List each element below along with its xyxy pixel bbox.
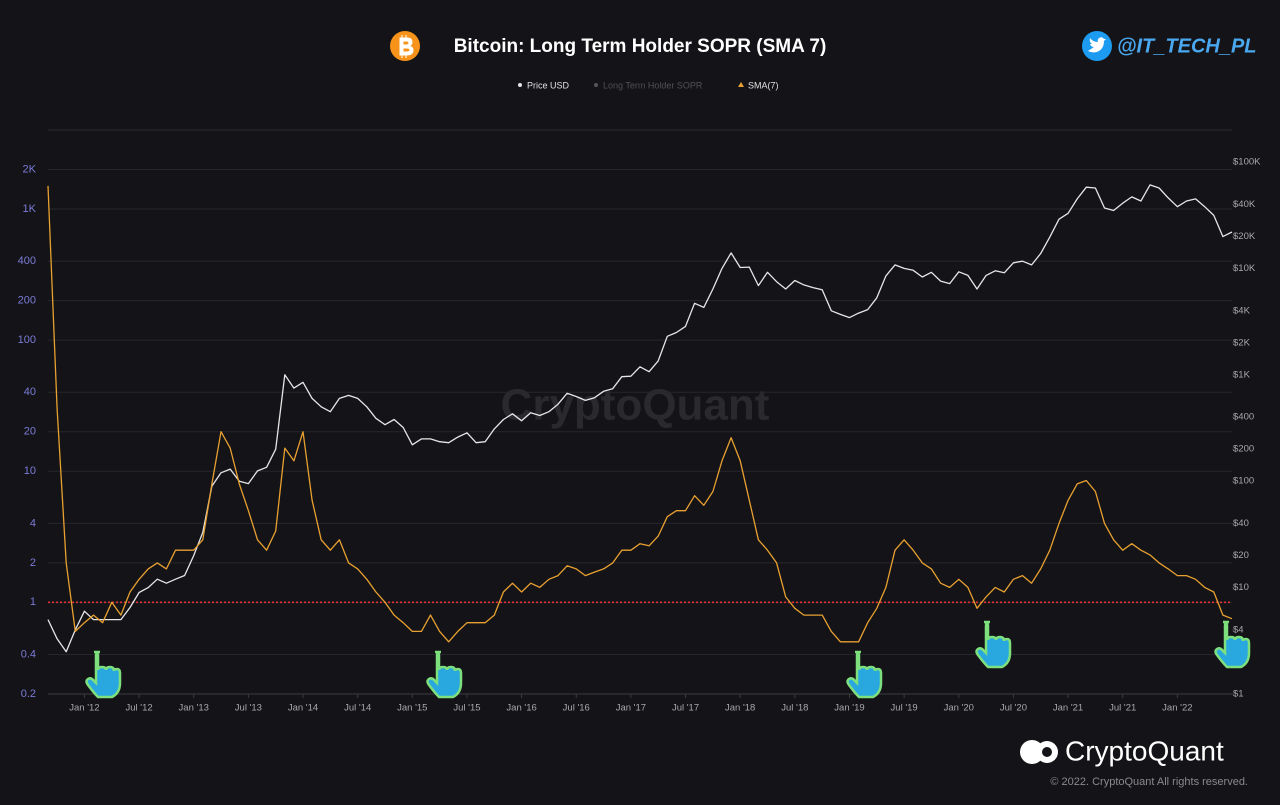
x-tick-label: Jul '16 [563, 703, 590, 714]
y2-tick-label: $20 [1233, 550, 1249, 561]
y2-tick-label: $20K [1233, 231, 1256, 242]
x-tick-label: Jan '15 [397, 703, 427, 714]
y2-tick-label: $400 [1233, 412, 1254, 423]
y2-tick-label: $4K [1233, 305, 1251, 316]
y2-tick-label: $100 [1233, 476, 1254, 487]
legend-label[interactable]: Price USD [527, 80, 570, 90]
y2-tick-label: $4 [1233, 624, 1244, 635]
y2-tick-label: $1 [1233, 689, 1244, 700]
watermark: CryptoQuant [501, 381, 770, 430]
x-tick-label: Jan '12 [69, 703, 99, 714]
y-tick-label: 400 [18, 255, 36, 267]
y-tick-label: 40 [24, 386, 36, 398]
bitcoin-icon [390, 31, 420, 61]
y2-tick-label: $10K [1233, 263, 1256, 274]
x-tick-label: Jul '12 [125, 703, 152, 714]
y-tick-label: 1K [23, 203, 37, 215]
y2-tick-label: $100K [1233, 157, 1261, 168]
chart-title: Bitcoin: Long Term Holder SOPR (SMA 7) [454, 36, 827, 57]
x-tick-label: Jul '13 [235, 703, 262, 714]
y2-tick-label: $2K [1233, 337, 1251, 348]
legend: Price USD Long Term Holder SOPR SMA(7) [518, 80, 779, 90]
copyright: © 2022. CryptoQuant All rights reserved. [1050, 776, 1248, 788]
x-tick-label: Jan '18 [725, 703, 755, 714]
x-tick-label: Jul '19 [891, 703, 918, 714]
series-line [47, 185, 1233, 643]
twitter-icon [1082, 31, 1112, 61]
y2-tick-label: $10 [1233, 582, 1249, 593]
y-tick-label: 200 [18, 295, 36, 307]
y2-tick-label: $40 [1233, 518, 1249, 529]
y2-tick-label: $200 [1233, 444, 1254, 455]
y-tick-label: 0.4 [21, 648, 36, 660]
plot-area: 0.20.41241020401002004001K2K$1$2$4$10$20… [18, 157, 1261, 714]
x-tick-label: Jan '21 [1053, 703, 1083, 714]
brand-logo [1020, 740, 1058, 764]
twitter-handle: @IT_TECH_PL [1117, 35, 1257, 57]
x-tick-label: Jan '17 [616, 703, 646, 714]
x-tick-label: Jul '21 [1109, 703, 1136, 714]
y-tick-label: 10 [24, 465, 36, 477]
series-line [47, 184, 1233, 653]
legend-label[interactable]: Long Term Holder SOPR [603, 80, 703, 90]
legend-marker [594, 83, 598, 87]
legend-marker [518, 83, 522, 87]
legend-label[interactable]: SMA(7) [748, 80, 779, 90]
x-tick-label: Jan '13 [179, 703, 209, 714]
brand-name: CryptoQuant [1065, 735, 1224, 766]
y-tick-label: 2 [30, 557, 36, 569]
x-tick-label: Jul '14 [344, 703, 371, 714]
x-tick-label: Jan '22 [1162, 703, 1192, 714]
y-tick-label: 100 [18, 334, 36, 346]
x-tick-label: Jul '20 [1000, 703, 1027, 714]
x-tick-label: Jan '20 [944, 703, 974, 714]
y-tick-label: 2K [23, 163, 37, 175]
x-tick-label: Jul '18 [781, 703, 808, 714]
x-tick-label: Jan '19 [834, 703, 864, 714]
x-tick-label: Jan '16 [506, 703, 536, 714]
x-tick-label: Jul '17 [672, 703, 699, 714]
y-tick-label: 0.2 [21, 688, 36, 700]
legend-marker [738, 82, 744, 87]
x-tick-label: Jan '14 [288, 703, 318, 714]
y2-tick-label: $1K [1233, 369, 1251, 380]
y-tick-label: 1 [30, 596, 36, 608]
x-tick-label: Jul '15 [453, 703, 480, 714]
y-tick-label: 20 [24, 426, 36, 438]
y2-tick-label: $40K [1233, 199, 1256, 210]
y-tick-label: 4 [30, 517, 36, 529]
